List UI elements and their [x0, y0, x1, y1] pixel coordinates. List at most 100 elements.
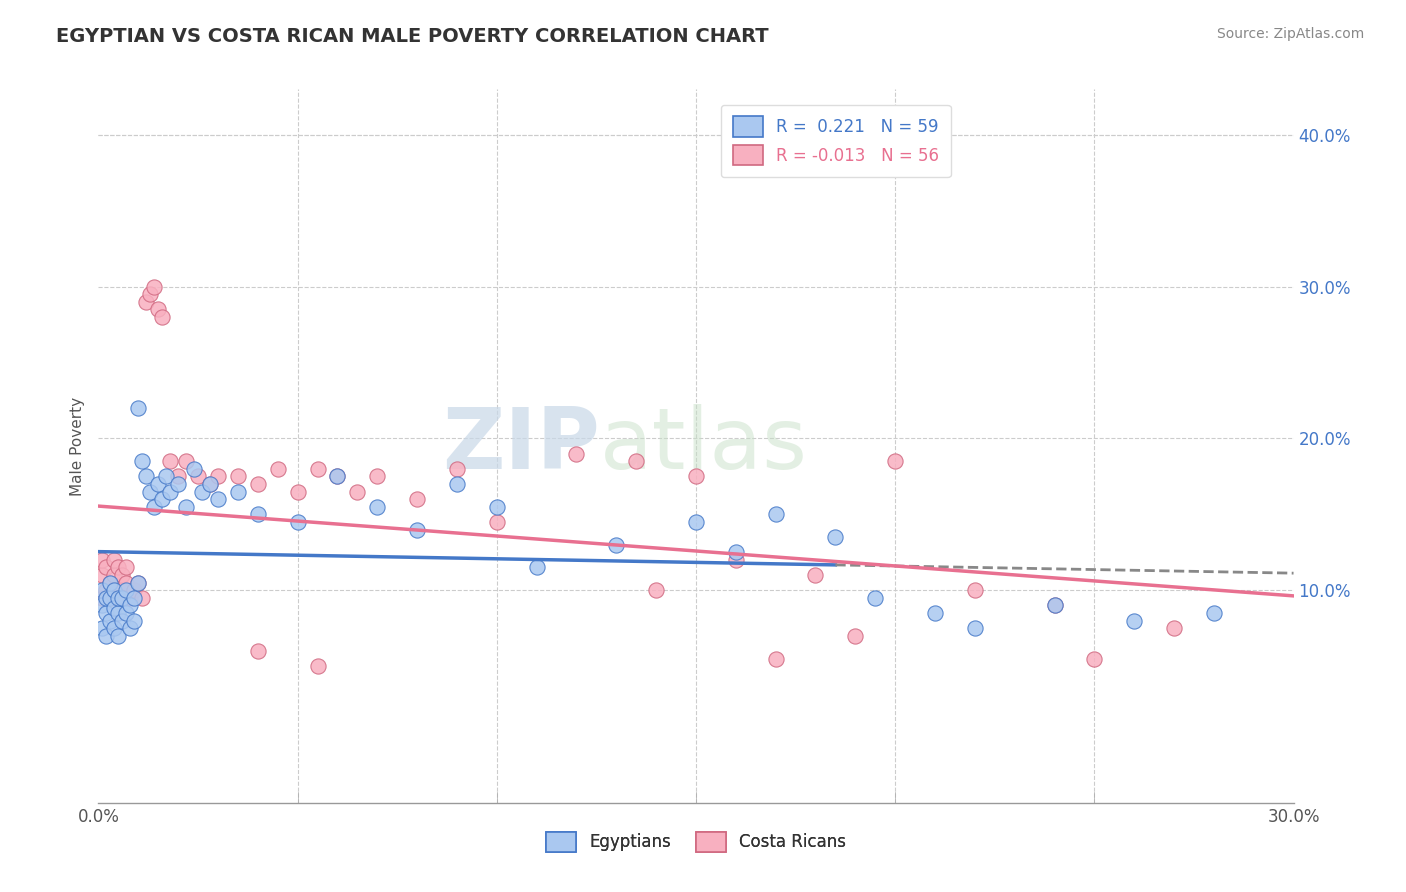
Legend: Egyptians, Costa Ricans: Egyptians, Costa Ricans	[538, 825, 853, 859]
Point	[107, 629, 129, 643]
Point	[226, 484, 249, 499]
Point	[150, 310, 173, 324]
Point	[143, 279, 166, 293]
Point	[115, 575, 138, 590]
Point	[111, 583, 134, 598]
Point	[1083, 651, 1105, 665]
Point	[326, 469, 349, 483]
Point	[148, 477, 170, 491]
Point	[865, 591, 887, 605]
Point	[103, 553, 125, 567]
Point	[131, 591, 153, 605]
Point	[150, 492, 173, 507]
Point	[127, 575, 149, 590]
Point	[1043, 599, 1066, 613]
Point	[366, 469, 388, 483]
Point	[198, 477, 221, 491]
Point	[526, 560, 548, 574]
Point	[91, 568, 114, 582]
Point	[326, 469, 349, 483]
Point	[685, 469, 707, 483]
Point	[127, 575, 149, 590]
Point	[207, 492, 229, 507]
Point	[91, 591, 114, 605]
Point	[98, 614, 122, 628]
Point	[406, 492, 429, 507]
Point	[724, 553, 747, 567]
Point	[366, 500, 388, 514]
Point	[139, 484, 162, 499]
Point	[406, 523, 429, 537]
Point	[115, 583, 138, 598]
Point	[103, 583, 125, 598]
Point	[565, 447, 588, 461]
Text: ZIP: ZIP	[443, 404, 600, 488]
Point	[307, 462, 329, 476]
Point	[765, 651, 787, 665]
Point	[446, 477, 468, 491]
Point	[103, 601, 125, 615]
Point	[120, 591, 142, 605]
Point	[159, 484, 181, 499]
Point	[143, 500, 166, 514]
Point	[485, 500, 508, 514]
Point	[107, 560, 129, 574]
Text: atlas: atlas	[600, 404, 808, 488]
Point	[115, 560, 138, 574]
Point	[626, 454, 648, 468]
Point	[1202, 606, 1225, 620]
Point	[346, 484, 368, 499]
Y-axis label: Male Poverty: Male Poverty	[69, 396, 84, 496]
Point	[207, 469, 229, 483]
Point	[135, 294, 157, 309]
Point	[685, 515, 707, 529]
Point	[246, 508, 269, 522]
Point	[96, 629, 118, 643]
Point	[605, 538, 627, 552]
Point	[155, 469, 177, 483]
Point	[111, 614, 134, 628]
Point	[159, 454, 181, 468]
Point	[124, 583, 146, 598]
Point	[226, 469, 249, 483]
Point	[120, 621, 142, 635]
Point	[287, 484, 309, 499]
Point	[167, 477, 190, 491]
Point	[924, 606, 946, 620]
Point	[1163, 621, 1185, 635]
Point	[1123, 614, 1146, 628]
Point	[98, 591, 122, 605]
Point	[107, 606, 129, 620]
Point	[191, 484, 214, 499]
Point	[724, 545, 747, 559]
Point	[91, 553, 114, 567]
Point	[287, 515, 309, 529]
Point	[963, 583, 986, 598]
Point	[183, 462, 205, 476]
Point	[131, 454, 153, 468]
Point	[267, 462, 290, 476]
Point	[804, 568, 827, 582]
Point	[107, 591, 129, 605]
Point	[148, 302, 170, 317]
Point	[174, 500, 197, 514]
Point	[96, 560, 118, 574]
Point	[963, 621, 986, 635]
Point	[103, 568, 125, 582]
Point	[111, 591, 134, 605]
Point	[307, 659, 329, 673]
Point	[198, 477, 221, 491]
Point	[96, 606, 118, 620]
Point	[135, 469, 157, 483]
Point	[167, 469, 190, 483]
Point	[187, 469, 209, 483]
Point	[246, 644, 269, 658]
Point	[98, 575, 122, 590]
Point	[107, 591, 129, 605]
Point	[91, 583, 114, 598]
Point	[96, 591, 118, 605]
Point	[844, 629, 866, 643]
Point	[120, 599, 142, 613]
Point	[98, 591, 122, 605]
Point	[127, 401, 149, 415]
